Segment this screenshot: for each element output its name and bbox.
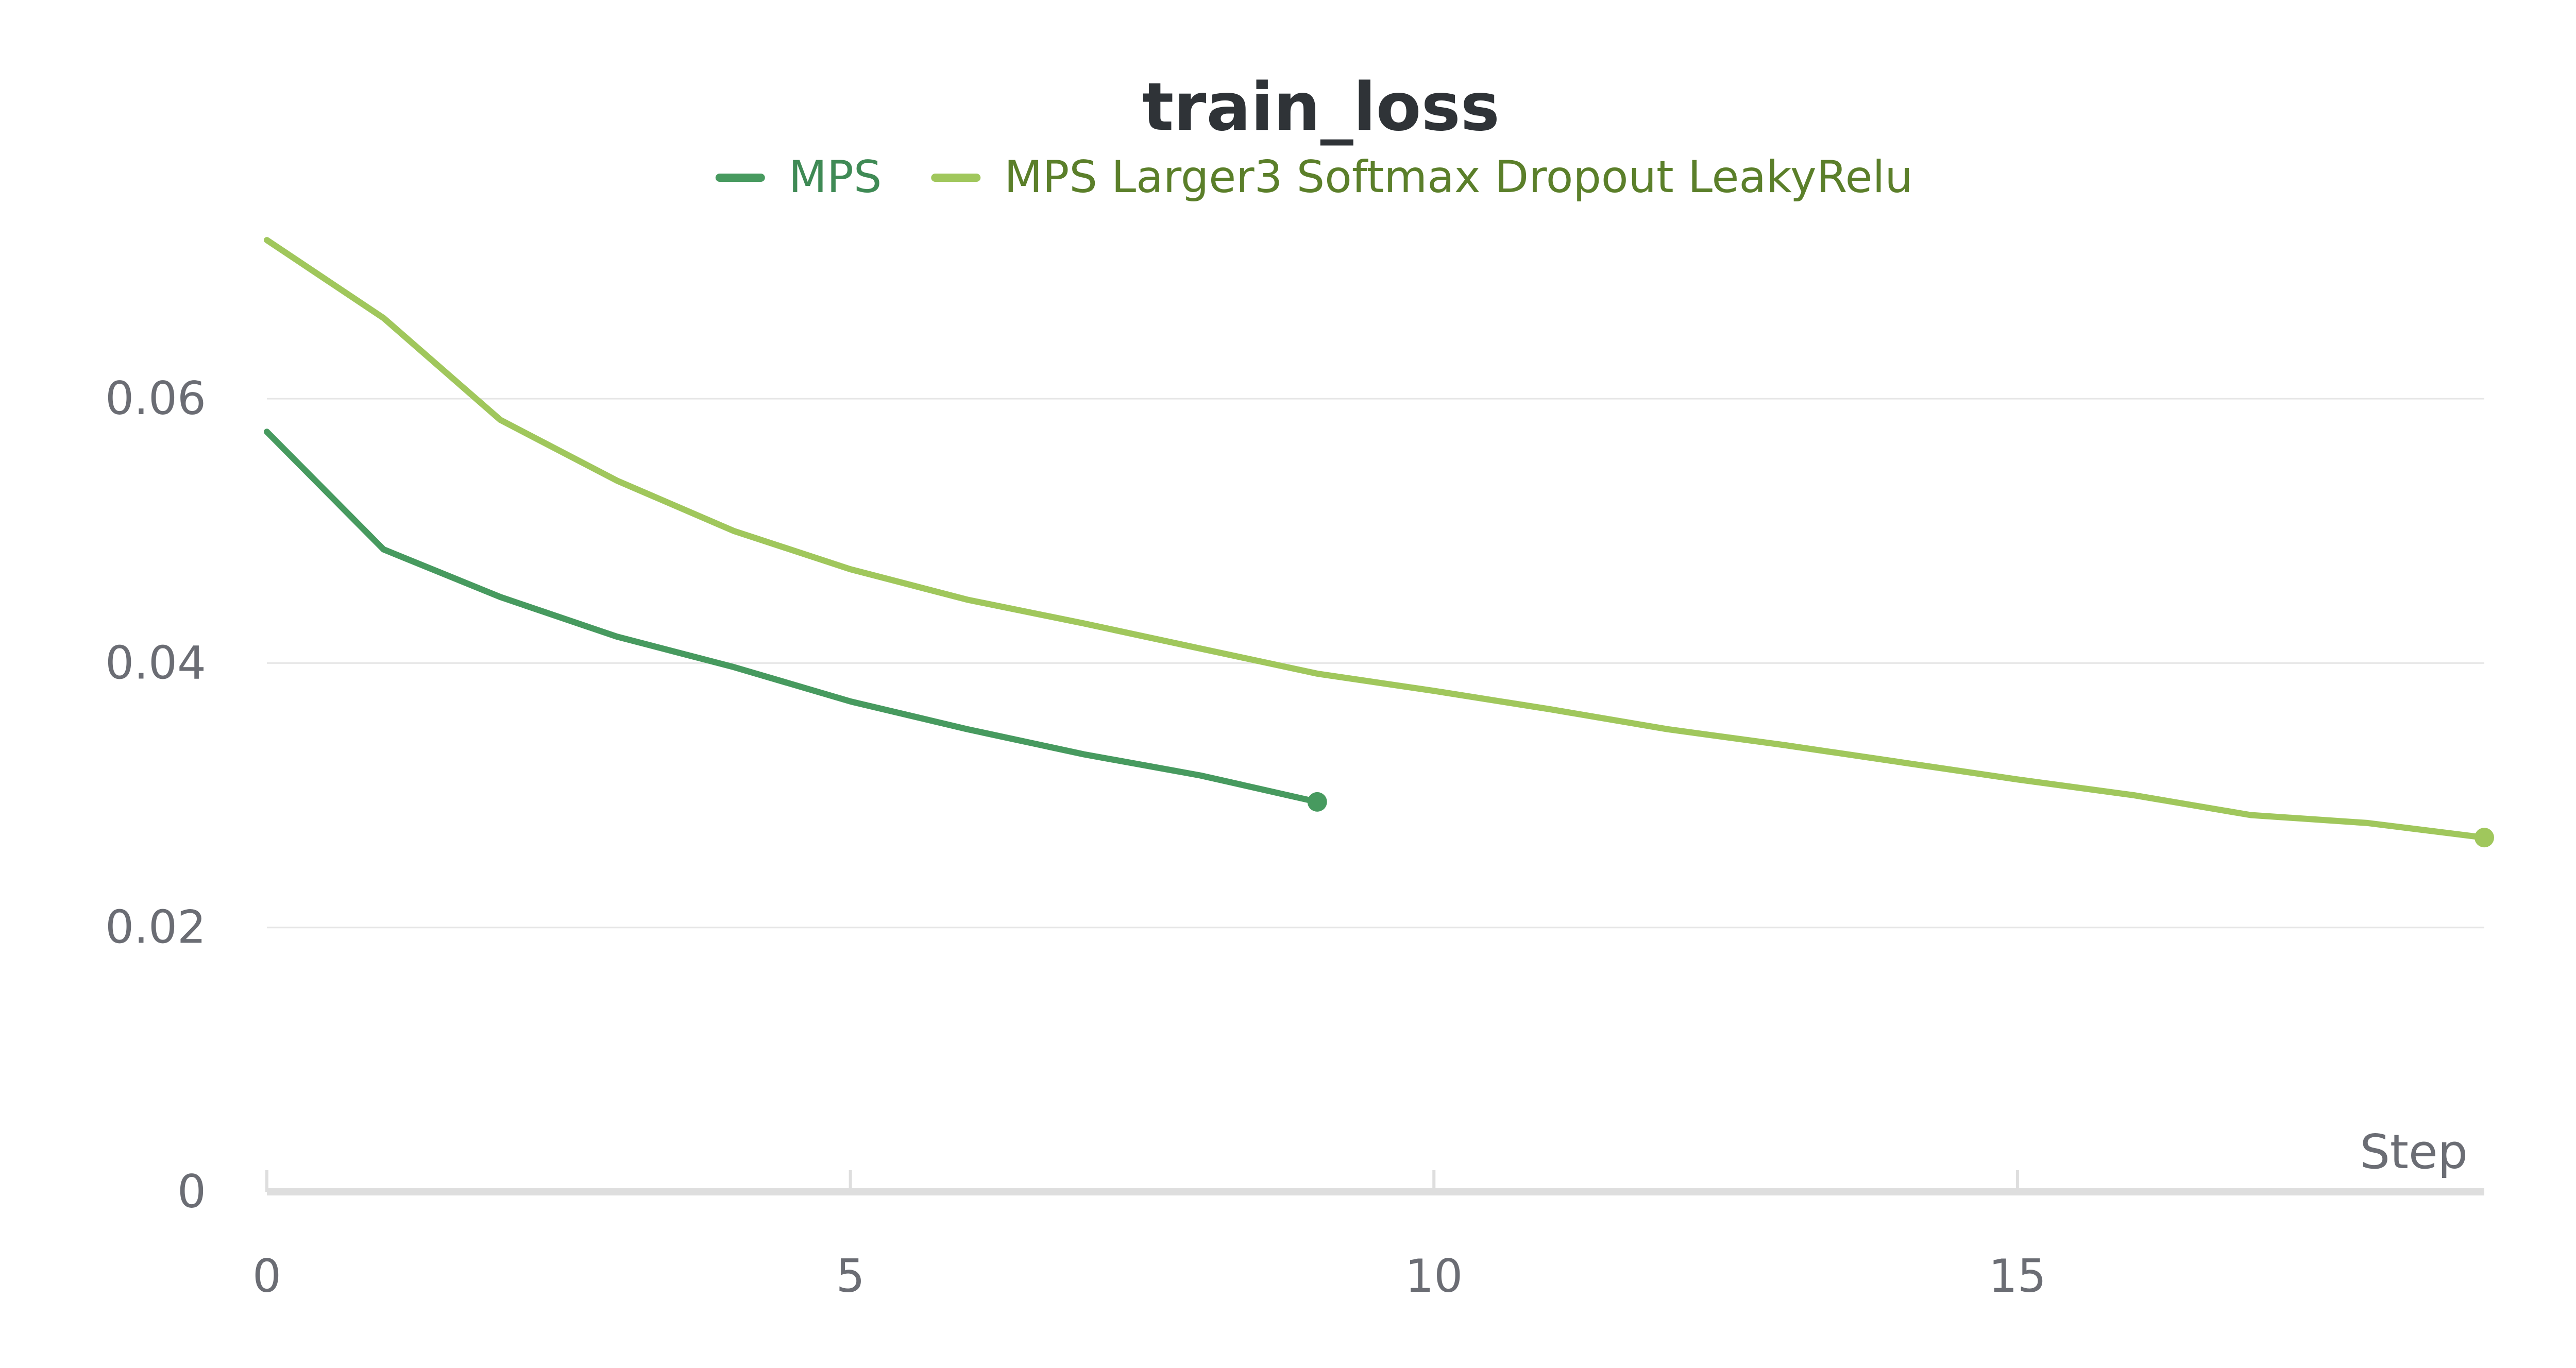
x-tick-label: 10 (1405, 1250, 1463, 1303)
x-tick-label: 0 (252, 1250, 281, 1303)
series-line-1[interactable] (264, 237, 2487, 841)
y-tick-label: 0 (177, 1165, 206, 1218)
x-tick-label: 5 (836, 1250, 865, 1303)
legend-label: MPS (789, 151, 882, 203)
series-line-0[interactable] (264, 429, 1320, 805)
series-end-marker-1[interactable] (2475, 828, 2494, 848)
series-end-marker-0[interactable] (1307, 792, 1327, 812)
series-lines (264, 237, 2494, 848)
gridlines (267, 398, 2484, 929)
chart-title: train_loss (1142, 69, 1500, 146)
x-axis-label: Step (2360, 1124, 2468, 1179)
x-tick-label: 15 (1989, 1250, 2046, 1303)
y-axis-ticks: 0 0.02 0.04 0.06 (105, 372, 206, 1218)
x-axis: 0 5 10 15 (252, 1170, 2484, 1303)
y-tick-label: 0.02 (105, 901, 206, 954)
y-tick-label: 0.06 (105, 372, 206, 425)
legend-item-0[interactable]: MPS (715, 151, 882, 203)
legend-label: MPS Larger3 Softmax Dropout LeakyRelu (1004, 151, 1913, 203)
legend-item-1[interactable]: MPS Larger3 Softmax Dropout LeakyRelu (931, 151, 1913, 203)
legend[interactable]: MPS MPS Larger3 Softmax Dropout LeakyRelu (715, 151, 1913, 203)
y-tick-label: 0.04 (105, 636, 206, 689)
